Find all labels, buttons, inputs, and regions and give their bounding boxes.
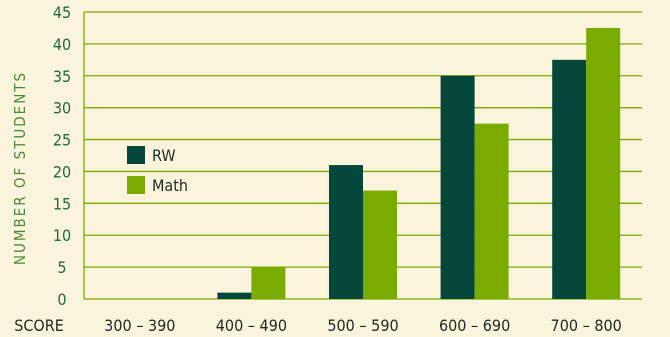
y-tick-label: 20 (53, 162, 71, 181)
y-tick-label: 35 (53, 67, 71, 86)
x-axis-ticks: 300 – 390 400 – 490 500 – 590 600 – 690 700 … (104, 316, 622, 335)
legend-label-math: Math (152, 176, 188, 195)
legend-label-rw: RW (152, 146, 176, 165)
y-axis-ticks: 0 5 10 15 20 25 30 35 40 45 (53, 3, 71, 309)
bar-rw-5 (552, 59, 587, 300)
y-tick-label: 40 (53, 35, 71, 54)
bar-math-4 (474, 123, 509, 299)
x-tick-label: 300 – 390 (104, 316, 175, 335)
x-axis-label: SCORE (14, 316, 64, 335)
bar-rw-2 (217, 292, 252, 299)
bar-rw-3 (329, 165, 363, 299)
y-tick-label: 25 (53, 131, 71, 150)
legend-swatch-math (127, 176, 145, 194)
bar-math-3 (363, 190, 397, 299)
legend: RW Math (127, 146, 188, 195)
y-tick-label: 15 (53, 194, 71, 213)
y-axis-label: NUMBER OF STUDENTS (11, 71, 29, 265)
x-tick-label: 600 – 690 (439, 316, 510, 335)
y-tick-label: 5 (57, 258, 66, 277)
x-tick-label: 700 – 800 (551, 316, 622, 335)
y-tick-label: 0 (57, 290, 66, 309)
legend-swatch-rw (127, 146, 145, 164)
bar-math-2 (251, 267, 286, 299)
bar-math-5 (586, 27, 621, 299)
x-tick-label: 400 – 490 (216, 316, 287, 335)
y-tick-label: 45 (53, 3, 71, 22)
bars (217, 27, 621, 300)
y-tick-label: 30 (53, 99, 71, 118)
x-tick-label: 500 – 590 (327, 316, 398, 335)
bar-rw-4 (440, 75, 475, 300)
y-tick-label: 10 (53, 226, 71, 245)
